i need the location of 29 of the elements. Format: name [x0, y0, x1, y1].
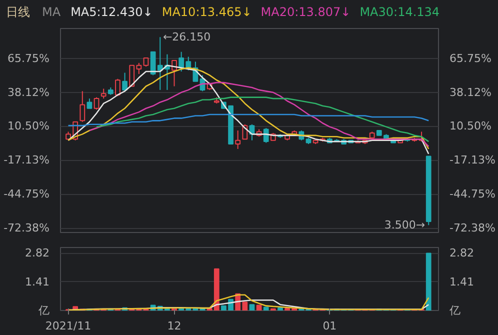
y-tick-label: 亿 — [38, 304, 50, 317]
y2-tick-label: 亿 — [448, 304, 460, 317]
y-tick-label: 1.41 — [25, 275, 50, 288]
y2-tick-label: -44.75% — [450, 188, 496, 201]
legend-title: MA — [42, 5, 61, 19]
y2-tick-label: 65.75% — [450, 52, 492, 65]
y-tick-label: 10.50% — [8, 120, 50, 133]
y-tick-label: 2.82 — [25, 246, 50, 260]
text: MA10:13.465↓ — [162, 5, 252, 19]
text: MA20:13.807↓ — [260, 5, 351, 19]
annotation: ←26.150 — [162, 30, 211, 44]
y2-tick-label: 1.41 — [450, 275, 474, 288]
chart-title: 日线 — [6, 5, 30, 19]
y2-tick-label: -17.13% — [450, 154, 496, 167]
x-tick-label: 2021/11 — [45, 320, 92, 332]
x-tick-label: 12 — [167, 320, 182, 332]
y2-tick-label: -72.38% — [450, 222, 496, 235]
y2-tick-label: 2.82 — [450, 246, 474, 260]
y-tick-label: -44.75% — [4, 188, 50, 201]
y-tick-label: -72.38% — [4, 222, 50, 235]
y2-tick-label: 10.50% — [450, 120, 492, 133]
text: MA30:14.134 — [360, 5, 440, 19]
y-tick-label: -17.13% — [4, 154, 50, 167]
annotation: 3.500→ — [384, 218, 426, 232]
x-tick-label: 01 — [322, 320, 337, 332]
y-tick-label: 38.12% — [8, 86, 50, 99]
y-tick-label: 65.75% — [8, 52, 50, 65]
y2-tick-label: 38.12% — [450, 86, 492, 99]
text: MA5:12.430↓ — [70, 5, 153, 19]
